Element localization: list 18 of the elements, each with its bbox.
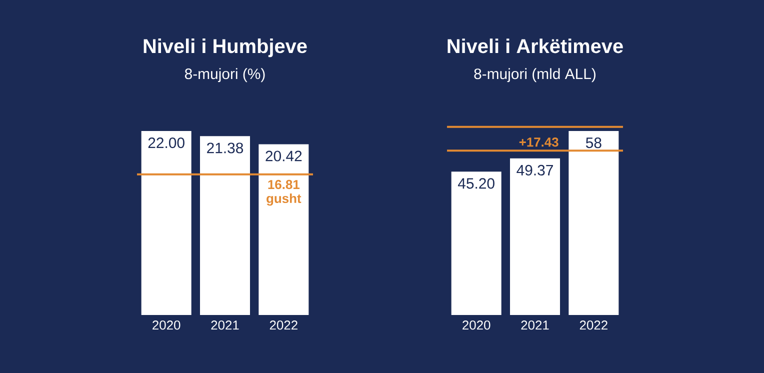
data-label: 58 [586,138,602,148]
ref-line-label: 16.81 gusht [266,180,302,206]
data-label: 20.42 [266,150,302,162]
data-label: 22.00 [148,138,184,148]
data-label: 49.37 [516,164,553,176]
x-tick-label: 2021 [211,320,239,330]
data-label: 21.38 [207,142,244,154]
chart-subtitle: 8-mujori (%) [184,68,265,82]
x-tick-label: 2022 [270,320,298,330]
annotation: +17.43 [519,138,558,147]
data-label: 45.20 [458,178,494,189]
x-tick-label: 2021 [521,320,549,330]
chart-title: Niveli i Arkëtimeve [448,38,623,54]
chart-title: Niveli i Humbjeve [144,38,307,58]
x-tick-label: 2022 [580,320,608,330]
x-tick-label: 2020 [462,320,490,330]
chart-subtitle: 8-mujori (mld ALL) [474,68,596,82]
x-tick-label: 2020 [152,320,180,330]
